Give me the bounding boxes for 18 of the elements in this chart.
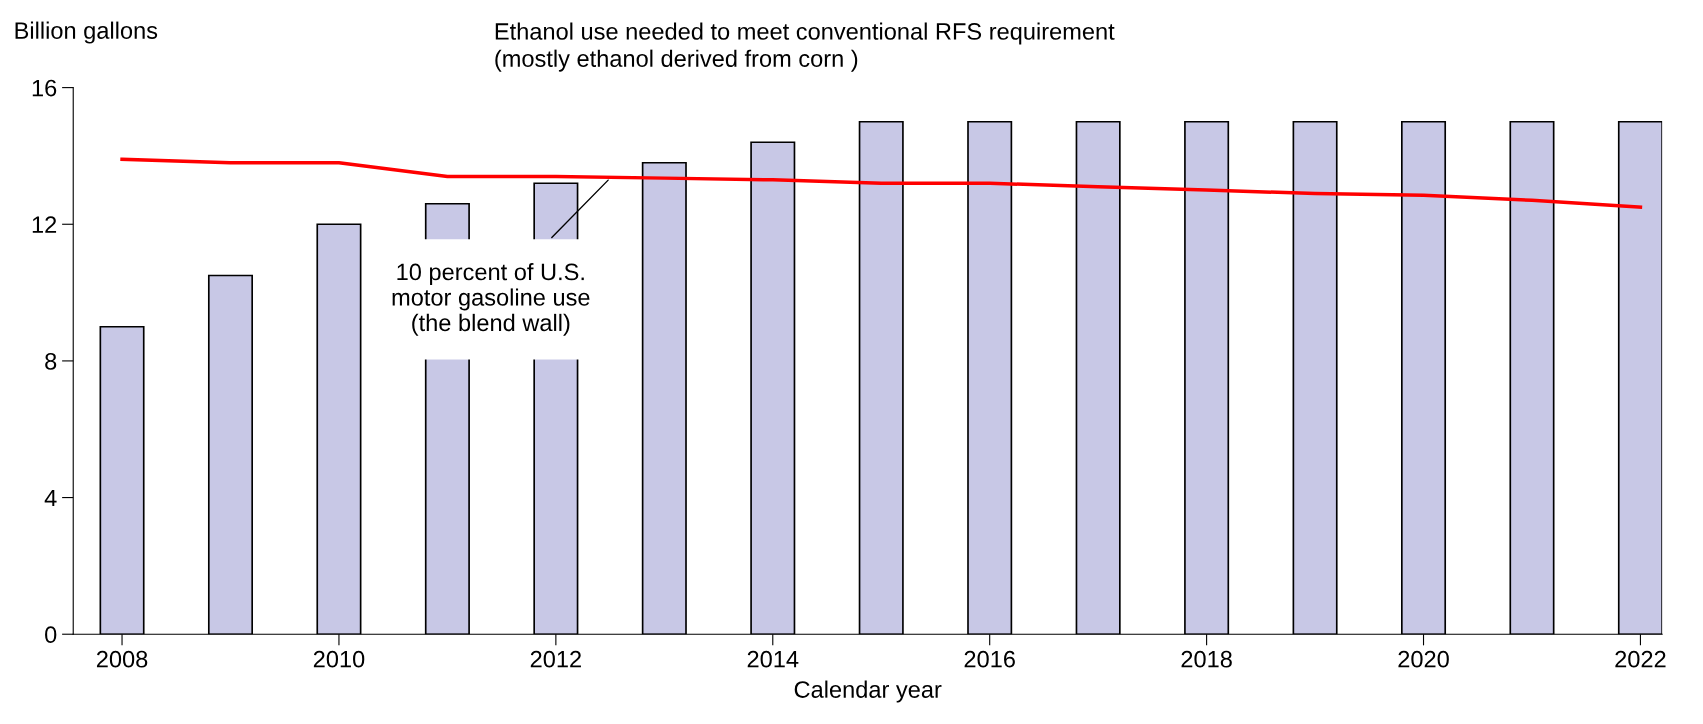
- y-tick-label: 0: [45, 626, 57, 644]
- x-axis-title: Calendar year: [794, 680, 942, 703]
- x-tick-label: 2016: [964, 650, 1015, 668]
- x-tick-label: 2018: [1181, 650, 1232, 668]
- y-tick-label: 8: [45, 352, 57, 370]
- line-series: [120, 157, 1643, 209]
- x-tick-label: 2012: [530, 650, 581, 668]
- x-tick-label: 2022: [1615, 650, 1666, 668]
- y-tick-label: 16: [32, 79, 57, 97]
- text: Ethanol use needed to meet conventional RFS requirement (mostly ethanol derived from corn ): [495, 22, 1115, 72]
- annotation: 10 percent of U.S. motor gasoline use (the blend wall): [392, 263, 590, 336]
- x-tick-label: 2010: [313, 650, 365, 668]
- x-tick-label: 2008: [96, 650, 148, 668]
- x-tick-label: 2020: [1398, 650, 1449, 668]
- x-tick-label: 2014: [747, 650, 799, 668]
- y-tick-label: 12: [32, 216, 57, 233]
- y-axis-title: Billion gallons: [15, 21, 158, 44]
- y-tick-label: 4: [44, 489, 57, 507]
